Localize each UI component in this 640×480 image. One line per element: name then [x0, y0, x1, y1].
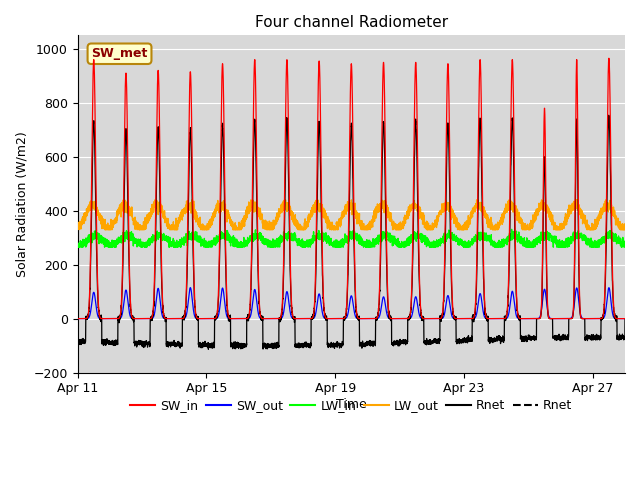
SW_in	[74, 316, 81, 322]
Line: SW_out: SW_out	[77, 288, 625, 319]
SW_in	[161, 315, 169, 321]
LW_in	[161, 235, 169, 240]
LW_out	[404, 209, 412, 215]
SW_in	[465, 316, 472, 322]
LW_out	[465, 218, 472, 224]
LW_out	[124, 203, 131, 208]
Rnet	[188, 171, 196, 177]
Rnet	[205, 347, 212, 352]
LW_out	[74, 227, 81, 232]
SW_out	[186, 285, 194, 290]
Rnet	[161, 314, 169, 320]
X-axis label: Time: Time	[336, 398, 367, 411]
SW_out	[74, 316, 81, 322]
Rnet	[404, 315, 412, 321]
SW_out	[188, 293, 196, 299]
Text: SW_met: SW_met	[92, 47, 148, 60]
Rnet	[605, 112, 612, 118]
Rnet	[124, 181, 131, 187]
LW_in	[410, 231, 418, 237]
SW_in	[621, 316, 629, 322]
Legend: SW_in, SW_out, LW_in, LW_out, Rnet, Rnet: SW_in, SW_out, LW_in, LW_out, Rnet, Rnet	[125, 394, 577, 417]
Line: Rnet: Rnet	[77, 115, 625, 349]
SW_in	[410, 152, 418, 158]
Rnet	[410, 184, 418, 190]
Line: SW_in: SW_in	[77, 58, 625, 319]
SW_in	[188, 123, 196, 129]
SW_in	[605, 55, 612, 61]
Title: Four channel Radiometer: Four channel Radiometer	[255, 15, 448, 30]
SW_out	[404, 316, 412, 322]
LW_in	[188, 231, 196, 237]
LW_in	[621, 242, 629, 248]
LW_out	[188, 197, 196, 203]
LW_in	[74, 244, 82, 250]
SW_out	[124, 295, 131, 301]
Y-axis label: Solar Radiation (W/m2): Solar Radiation (W/m2)	[15, 131, 28, 277]
LW_out	[621, 224, 629, 229]
SW_out	[621, 316, 629, 322]
LW_in	[465, 243, 472, 249]
SW_out	[161, 316, 169, 322]
LW_out	[161, 214, 169, 220]
SW_in	[124, 140, 131, 145]
LW_in	[404, 241, 412, 247]
LW_out	[410, 204, 418, 210]
Rnet	[465, 336, 472, 342]
Line: LW_out: LW_out	[77, 200, 625, 229]
LW_in	[74, 241, 81, 247]
LW_in	[508, 227, 515, 232]
LW_out	[120, 197, 127, 203]
SW_out	[465, 316, 472, 322]
LW_in	[124, 235, 131, 241]
SW_in	[404, 316, 412, 322]
Rnet	[621, 316, 629, 322]
SW_out	[410, 301, 418, 307]
Rnet	[74, 340, 81, 346]
Line: LW_in: LW_in	[77, 229, 625, 247]
